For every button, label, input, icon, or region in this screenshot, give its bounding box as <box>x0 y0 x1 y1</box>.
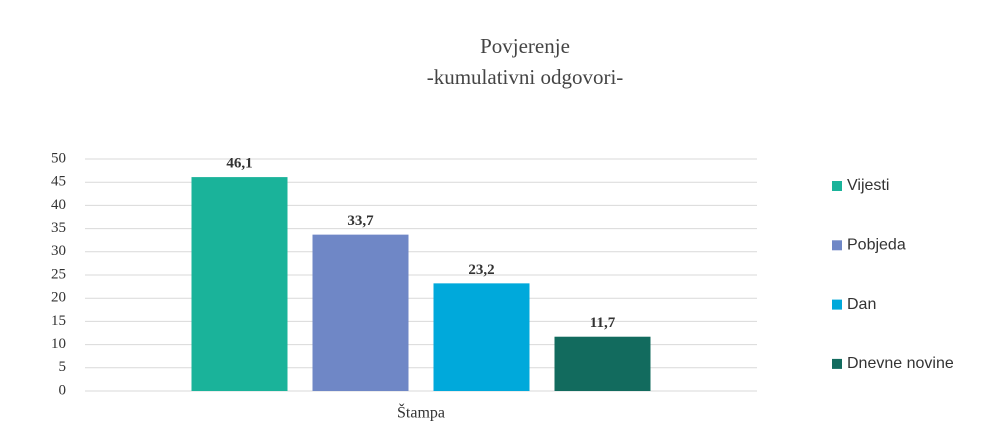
data-label: 11,7 <box>590 315 616 331</box>
chart-subtitle: -kumulativni odgovori- <box>427 65 624 89</box>
y-tick-label: 0 <box>59 382 67 398</box>
legend-label: Dan <box>847 296 876 313</box>
data-label: 33,7 <box>347 213 374 229</box>
y-tick-label: 35 <box>51 220 66 236</box>
chart-title: Povjerenje <box>480 34 570 58</box>
y-tick-label: 45 <box>51 174 66 190</box>
y-tick-label: 40 <box>51 197 66 213</box>
legend-swatch <box>832 181 842 191</box>
legend-label: Vijesti <box>847 177 889 194</box>
data-label: 46,1 <box>226 156 252 172</box>
y-tick-label: 15 <box>51 313 66 329</box>
legend-swatch <box>832 358 842 369</box>
y-tick-label: 30 <box>51 243 66 259</box>
bar <box>312 234 409 391</box>
legend-label: Pobjeda <box>847 237 906 254</box>
legend-label: Dnevne novine <box>847 355 954 372</box>
y-tick-label: 25 <box>51 266 66 282</box>
y-tick-label: 50 <box>51 150 66 166</box>
y-tick-label: 20 <box>51 290 66 306</box>
y-tick-label: 5 <box>59 359 67 375</box>
data-label: 23,2 <box>468 262 494 278</box>
legend-swatch <box>832 240 842 251</box>
bar <box>191 177 288 391</box>
legend-swatch <box>832 299 842 310</box>
x-tick-label: Štampa <box>397 403 445 422</box>
bar <box>433 283 530 391</box>
bar <box>554 336 651 391</box>
y-tick-label: 10 <box>51 336 66 352</box>
